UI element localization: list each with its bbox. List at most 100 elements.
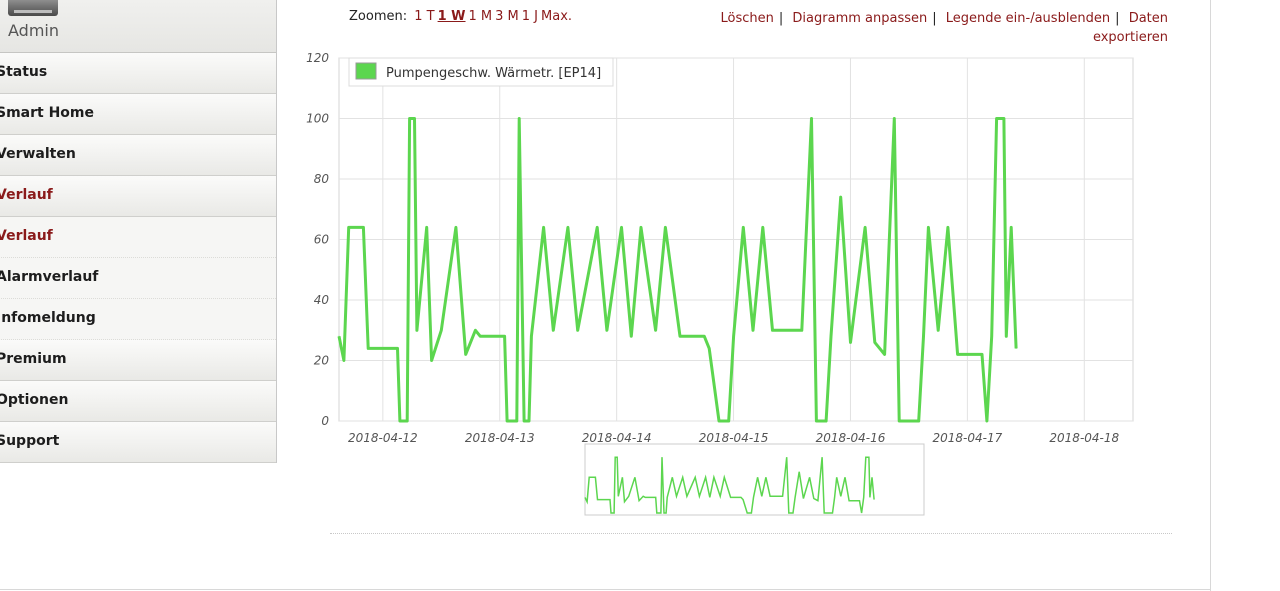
data-point <box>927 226 929 228</box>
data-point <box>543 226 545 228</box>
data-point <box>811 118 813 119</box>
data-point <box>957 353 959 355</box>
data-point <box>577 329 579 331</box>
data-point <box>1005 335 1007 337</box>
sidebar-item-verwalten[interactable]: Verwalten <box>0 135 276 176</box>
data-point <box>718 420 720 422</box>
data-point <box>528 420 530 422</box>
y-tick-label: 100 <box>306 112 329 126</box>
data-point <box>825 420 827 422</box>
data-point <box>986 420 988 422</box>
y-tick-label: 0 <box>321 414 329 428</box>
data-point <box>664 226 666 228</box>
user-box: Admin <box>0 0 276 53</box>
data-point <box>606 329 608 331</box>
sidebar-item-support[interactable]: Support <box>0 422 276 463</box>
data-point <box>742 226 744 228</box>
history-chart[interactable]: 0 20 40 60 80 100 120 2018-04-12 2018-04-13 2018-… <box>290 44 1140 524</box>
data-point <box>518 118 520 119</box>
data-point <box>431 360 433 361</box>
adjust-chart-link[interactable]: Diagramm anpassen <box>792 11 928 26</box>
sidebar: Admin Status Smart Home Verwalten Verlauf Ve… <box>0 0 277 463</box>
data-point <box>426 226 428 228</box>
zoom-option-1w[interactable]: 1 W <box>437 9 466 24</box>
data-point <box>414 118 416 119</box>
data-point <box>416 329 418 331</box>
data-point <box>918 420 920 422</box>
data-point <box>406 420 408 422</box>
data-point <box>752 329 754 331</box>
zoom-option-max[interactable]: Max. <box>541 9 573 24</box>
sidebar-nav: Status Smart Home Verwalten Verlauf Verlauf A… <box>0 53 276 463</box>
sidebar-item-infomeldung[interactable]: Infomeldung <box>0 299 276 340</box>
legend-label: Pumpengeschw. Wärmetr. [EP14] <box>386 66 601 81</box>
chart-legend[interactable]: Pumpengeschw. Wärmetr. [EP14] <box>348 57 614 87</box>
y-tick-label: 120 <box>306 51 329 65</box>
legend-toggle-link[interactable]: Legende ein-/ausblenden <box>945 11 1111 26</box>
data-point <box>947 226 949 228</box>
data-point <box>762 226 764 228</box>
data-point <box>728 420 730 422</box>
data-point <box>362 226 364 228</box>
sidebar-item-verlauf[interactable]: Verlauf <box>0 217 276 258</box>
chart-actions: Löschen | Diagramm anpassen | Legende ein-… <box>720 11 1168 45</box>
data-point <box>409 118 411 119</box>
data-point <box>516 420 518 422</box>
zoom-option-1t[interactable]: 1 T <box>414 9 435 24</box>
data-point <box>893 118 895 119</box>
x-tick-label: 2018-04-15 <box>699 431 769 445</box>
bottom-border <box>0 589 1210 590</box>
right-border <box>1210 0 1211 591</box>
data-point <box>703 335 705 337</box>
data-point <box>567 226 569 228</box>
data-point <box>772 329 774 331</box>
data-point <box>630 335 632 337</box>
data-point <box>937 329 939 331</box>
sidebar-item-premium[interactable]: Premium <box>0 340 276 381</box>
x-tick-label: 2018-04-16 <box>816 431 886 445</box>
data-point <box>1003 118 1005 119</box>
x-tick-label: 2018-04-17 <box>933 431 1003 445</box>
data-point <box>338 335 340 337</box>
data-point <box>506 420 508 422</box>
zoom-option-1m[interactable]: 1 M <box>468 9 493 24</box>
data-point <box>367 347 369 349</box>
data-point <box>621 226 623 228</box>
legend-box <box>348 57 614 87</box>
sidebar-item-smart-home[interactable]: Smart Home <box>0 94 276 135</box>
sidebar-item-status[interactable]: Status <box>0 53 276 94</box>
legend-swatch <box>355 62 377 80</box>
data-point <box>801 329 803 331</box>
export-data-link[interactable]: Daten exportieren <box>1092 11 1168 45</box>
data-point <box>474 329 476 331</box>
data-point <box>399 420 401 422</box>
x-tick-label: 2018-04-14 <box>582 431 652 445</box>
zoom-option-1j[interactable]: 1 J <box>521 9 539 24</box>
y-tick-label: 60 <box>314 233 330 247</box>
sidebar-item-alarmverlauf[interactable]: Alarmverlauf <box>0 258 276 299</box>
y-tick-label: 20 <box>314 354 330 368</box>
data-point <box>343 360 345 361</box>
x-tick-label: 2018-04-13 <box>465 431 535 445</box>
data-point <box>733 335 735 337</box>
data-point <box>1015 347 1017 349</box>
data-point <box>455 226 457 228</box>
data-point <box>996 118 998 119</box>
overview-navigator[interactable] <box>584 443 925 516</box>
y-tick-label: 40 <box>314 293 330 307</box>
delete-link[interactable]: Löschen <box>720 11 774 26</box>
username: Admin <box>8 21 59 40</box>
x-tick-label: 2018-04-12 <box>348 431 418 445</box>
data-point <box>640 226 642 228</box>
y-tick-label: 80 <box>314 172 330 186</box>
sidebar-item-verlauf[interactable]: Verlauf <box>0 176 276 217</box>
x-tick-label: 2018-04-18 <box>1049 431 1119 445</box>
data-point <box>815 420 817 422</box>
data-point <box>504 335 506 337</box>
series-line <box>337 117 1018 423</box>
data-point <box>981 353 983 355</box>
zoom-option-3m[interactable]: 3 M <box>495 9 519 24</box>
sidebar-item-optionen[interactable]: Optionen <box>0 381 276 422</box>
zoom-label: Zoomen: <box>349 9 408 24</box>
